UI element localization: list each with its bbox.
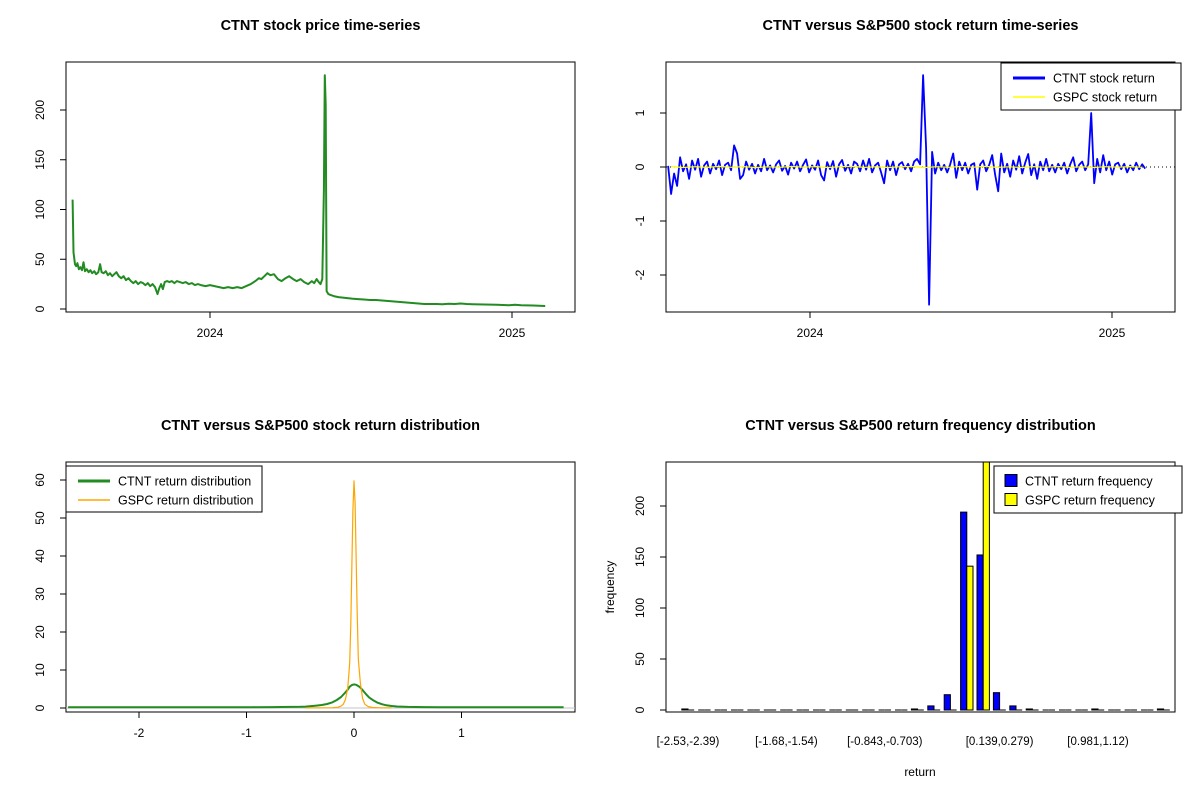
- svg-text:[0.139,0.279): [0.139,0.279): [966, 736, 1034, 748]
- svg-text:[-0.843,-0.703): [-0.843,-0.703): [847, 736, 923, 748]
- price-chart-svg: CTNT stock price time-series 0 50 100 150 200…: [33, 18, 576, 340]
- svg-text:50: 50: [633, 652, 647, 666]
- svg-text:0: 0: [33, 704, 47, 711]
- density-chart-svg: CTNT versus S&P500 stock return distribu…: [33, 418, 576, 740]
- legend: CTNT stock return GSPC stock return: [1000, 62, 1182, 111]
- svg-text:CTNT return distribution: CTNT return distribution: [118, 475, 251, 489]
- ctnt-price-line: [71, 74, 546, 307]
- y-axis: 0 50 100 150 200: [633, 496, 666, 713]
- ctnt-density-line: [68, 683, 564, 709]
- svg-text:2024: 2024: [197, 326, 224, 340]
- chart-title: CTNT versus S&P500 return frequency dist…: [745, 418, 1096, 434]
- x-axis: 2024 2025: [797, 312, 1126, 340]
- svg-text:30: 30: [33, 587, 47, 601]
- svg-text:-1: -1: [633, 215, 647, 226]
- x-axis: -2 -1 0 1: [134, 712, 465, 740]
- svg-text:[-1.68,-1.54): [-1.68,-1.54): [755, 736, 818, 748]
- svg-text:2025: 2025: [1099, 326, 1126, 340]
- y-axis-label: frequency: [603, 561, 617, 614]
- plot-box: [65, 461, 576, 713]
- svg-text:100: 100: [633, 598, 647, 618]
- svg-text:[-2.53,-2.39): [-2.53,-2.39): [657, 736, 720, 748]
- return-frequency-panel: CTNT versus S&P500 return frequency dist…: [600, 400, 1200, 800]
- y-axis: 0 50 100 150 200: [33, 100, 66, 312]
- histogram-chart-svg: CTNT versus S&P500 return frequency dist…: [603, 418, 1183, 779]
- y-axis: 0 10 20 30 40 50 60: [33, 473, 66, 711]
- return-time-series-panel: CTNT versus S&P500 stock return time-ser…: [600, 0, 1200, 400]
- return-distribution-panel: CTNT versus S&P500 stock return distribu…: [0, 400, 600, 800]
- svg-text:-2: -2: [134, 726, 145, 740]
- svg-text:-1: -1: [241, 726, 252, 740]
- gspc-return-line: [671, 165, 1143, 169]
- x-bin-labels: [-2.53,-2.39) [-1.68,-1.54) [-0.843,-0.703…: [657, 736, 1129, 748]
- svg-text:150: 150: [33, 149, 47, 169]
- return-chart-svg: CTNT versus S&P500 stock return time-ser…: [633, 18, 1182, 340]
- svg-text:200: 200: [633, 496, 647, 516]
- svg-text:1: 1: [458, 726, 465, 740]
- gspc-density-line: [305, 480, 392, 709]
- svg-text:CTNT stock return: CTNT stock return: [1053, 72, 1155, 86]
- legend: CTNT return frequency GSPC return frequen…: [993, 465, 1183, 514]
- plot-box: [65, 61, 576, 313]
- x-axis-label: return: [904, 765, 935, 779]
- svg-text:0: 0: [633, 163, 647, 170]
- plot-box: [665, 461, 1176, 713]
- plot-box: [665, 61, 1176, 313]
- svg-text:GSPC stock return: GSPC stock return: [1053, 91, 1157, 105]
- svg-text:CTNT stock price time-series: CTNT stock price time-series: [221, 18, 421, 34]
- svg-text:150: 150: [633, 547, 647, 567]
- y-axis: -2 -1 0 1: [633, 109, 666, 280]
- price-time-series-panel: CTNT stock price time-series 0 50 100 150 200…: [0, 0, 600, 400]
- svg-text:20: 20: [33, 625, 47, 639]
- svg-text:40: 40: [33, 549, 47, 563]
- svg-text:GSPC return frequency: GSPC return frequency: [1025, 494, 1156, 508]
- chart-title: CTNT versus S&P500 stock return distribu…: [161, 418, 480, 434]
- svg-text:frequency: frequency: [603, 561, 617, 614]
- svg-text:0: 0: [633, 706, 647, 713]
- svg-text:CTNT versus S&P500 stock retur: CTNT versus S&P500 stock return time-ser…: [763, 18, 1079, 34]
- svg-text:[0.981,1.12): [0.981,1.12): [1067, 736, 1129, 748]
- svg-text:2025: 2025: [499, 326, 526, 340]
- svg-text:200: 200: [33, 100, 47, 120]
- svg-text:return: return: [904, 765, 935, 779]
- x-axis: 2024 2025: [197, 312, 526, 340]
- svg-text:0: 0: [33, 305, 47, 312]
- chart-title: CTNT versus S&P500 stock return time-ser…: [763, 18, 1079, 34]
- svg-text:GSPC return distribution: GSPC return distribution: [118, 494, 254, 508]
- svg-text:1: 1: [633, 109, 647, 116]
- bars: [681, 461, 1170, 711]
- svg-text:100: 100: [33, 199, 47, 219]
- svg-text:CTNT versus S&P500 return freq: CTNT versus S&P500 return frequency dist…: [745, 418, 1096, 434]
- svg-text:60: 60: [33, 473, 47, 487]
- chart-title: CTNT stock price time-series: [221, 18, 421, 34]
- svg-text:50: 50: [33, 252, 47, 266]
- svg-text:0: 0: [351, 726, 358, 740]
- svg-text:-2: -2: [633, 269, 647, 280]
- svg-text:CTNT return frequency: CTNT return frequency: [1025, 475, 1153, 489]
- svg-text:50: 50: [33, 511, 47, 525]
- svg-text:10: 10: [33, 663, 47, 677]
- svg-text:CTNT versus S&P500 stock retur: CTNT versus S&P500 stock return distribu…: [161, 418, 480, 434]
- svg-text:2024: 2024: [797, 326, 824, 340]
- legend: CTNT return distribution GSPC return dist…: [65, 465, 263, 513]
